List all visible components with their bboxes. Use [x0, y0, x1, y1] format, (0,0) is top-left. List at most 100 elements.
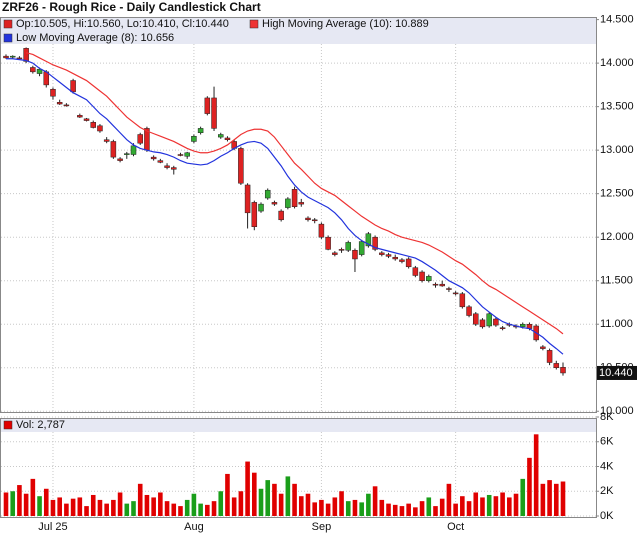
y-tick-label: 14.500 — [600, 14, 634, 26]
moving-average-line — [6, 58, 564, 355]
volume-bar — [258, 488, 264, 516]
candle-body — [77, 115, 83, 118]
candle-body — [70, 80, 76, 93]
candle-body — [124, 153, 130, 155]
candle-body — [211, 97, 217, 129]
candle-body — [553, 363, 560, 368]
volume-bar — [171, 503, 177, 516]
volume-bar — [37, 496, 42, 516]
volume-bar — [560, 481, 566, 516]
candle-body — [23, 48, 29, 62]
candle-body — [452, 292, 459, 295]
volume-bar — [43, 488, 49, 516]
volume-bar — [500, 492, 505, 516]
volume-bar — [292, 483, 297, 516]
y-tick-label: 4K — [600, 460, 614, 472]
candle-body — [486, 313, 492, 327]
volume-bar — [70, 498, 76, 516]
y-tick-label: 14.000 — [600, 57, 634, 69]
candle-body — [97, 125, 103, 132]
volume-bar — [198, 503, 203, 516]
candle-body — [560, 367, 566, 374]
price-panel — [0, 17, 597, 413]
volume-bar — [386, 503, 391, 516]
volume-bar — [392, 504, 398, 516]
x-tick-label: Aug — [184, 521, 204, 533]
y-tick-label: 12.500 — [600, 188, 634, 200]
candle-body — [103, 139, 110, 142]
legend-swatch — [3, 420, 13, 430]
candle-body — [184, 152, 190, 157]
legend-label: Vol: 2,787 — [16, 419, 65, 431]
candle-body — [191, 135, 197, 142]
legend: Op:10.505, Hi:10.560, Lo:10.410, Cl:10.4… — [1, 18, 596, 432]
candle-body — [385, 254, 392, 257]
candle-body — [358, 241, 365, 255]
candle-body — [258, 203, 264, 212]
candle-body — [540, 346, 546, 349]
volume-bar — [366, 493, 371, 516]
candle-body — [264, 189, 271, 199]
volume-bar — [527, 457, 532, 516]
y-tick-label: 6K — [600, 436, 614, 448]
volume-bar — [312, 502, 317, 516]
candle-body — [271, 202, 278, 205]
volume-bar — [252, 472, 257, 516]
candle-body — [83, 118, 90, 121]
legend-label: High Moving Average (10): 10.889 — [262, 18, 429, 30]
volume-bar — [520, 478, 526, 516]
volume-bar — [151, 497, 156, 516]
volume-bar — [345, 501, 351, 516]
last-price-box — [597, 365, 637, 380]
candle-body — [466, 306, 472, 316]
candle-body — [278, 210, 284, 221]
volume-bar — [426, 497, 432, 516]
candle-body — [291, 189, 298, 207]
volume-bar — [164, 501, 170, 516]
volume-bar — [97, 499, 103, 516]
candle-body — [56, 102, 63, 105]
volume-bar — [144, 494, 150, 516]
candle-body — [36, 68, 43, 74]
volume-bar — [406, 503, 411, 516]
candle-body — [392, 256, 398, 260]
volume-bar — [298, 496, 304, 516]
volume-bar — [111, 499, 116, 516]
volume-bar — [124, 503, 130, 516]
volume-bar — [359, 502, 364, 516]
volume-bar — [117, 492, 123, 516]
volume-bar — [218, 491, 224, 516]
volume-bar — [507, 497, 512, 516]
volume-bar — [473, 492, 479, 516]
volume-bar — [399, 506, 405, 516]
volume-bar — [64, 503, 69, 516]
volume-bar — [278, 493, 284, 516]
candle-body — [426, 276, 432, 281]
volume-bar — [453, 503, 458, 516]
volume-bar — [486, 494, 492, 516]
y-tick-label: 11.000 — [600, 318, 633, 330]
volume-bar — [191, 493, 197, 516]
volume-bar — [547, 480, 552, 516]
volume-bar — [3, 492, 9, 516]
candle-body — [439, 283, 445, 287]
candle-body — [164, 165, 170, 168]
candle-body — [177, 154, 184, 156]
candle-body — [244, 184, 251, 214]
candle-body — [372, 236, 378, 250]
volume-bar — [480, 497, 485, 516]
candle-body — [332, 252, 338, 255]
candle-body — [405, 258, 412, 268]
candle-body — [519, 323, 526, 328]
candle-body — [345, 242, 352, 251]
candle-body — [251, 202, 258, 227]
candle-body — [305, 217, 311, 221]
y-tick-label: 13.500 — [600, 101, 634, 113]
y-tick-label: 10.000 — [600, 405, 634, 417]
candle-body — [117, 158, 123, 161]
candle-body — [197, 128, 204, 134]
candle-body — [298, 202, 305, 205]
marks: 10.440 — [3, 47, 637, 516]
candle-body — [419, 271, 425, 281]
